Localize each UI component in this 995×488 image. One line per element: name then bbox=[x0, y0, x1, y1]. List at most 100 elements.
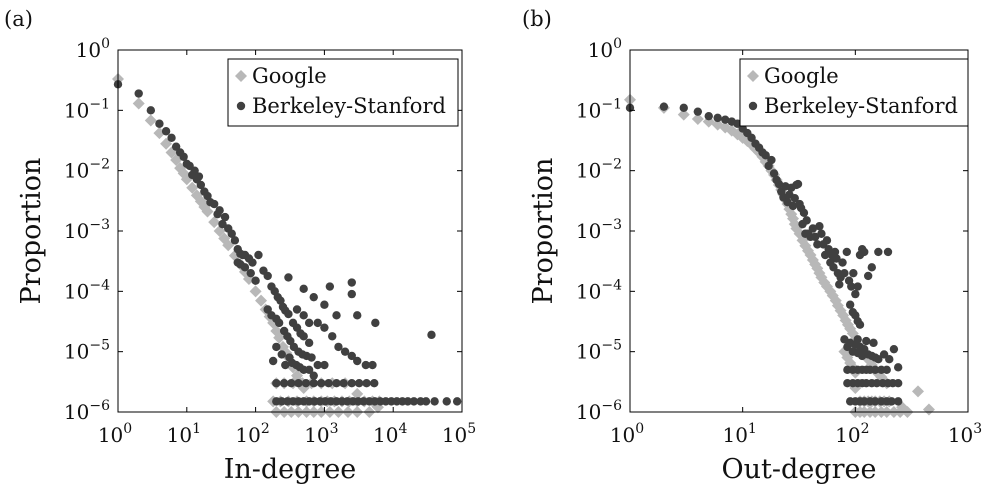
berkeley-stanford-point-62 bbox=[851, 289, 860, 299]
panel-b-marks bbox=[624, 93, 935, 418]
berkeley-stanford-point-17 bbox=[767, 155, 776, 165]
panel-a-ticks: 100 101 102 103 104 105 10−6 10−5 10−4 10−3 10−2 10… bbox=[64, 36, 476, 447]
google-point-3 bbox=[691, 112, 704, 125]
x-tick-label-3: 103 bbox=[304, 421, 338, 447]
berkeley-stanford-point-113 bbox=[362, 379, 371, 388]
berkeley-stanford-point-36 bbox=[802, 216, 811, 225]
panel-a-legend-google-marker bbox=[235, 70, 247, 82]
x-tick-label-2: 102 bbox=[235, 421, 269, 447]
berkeley-stanford-point-102 bbox=[279, 379, 289, 388]
berkeley-stanford-point-143 bbox=[430, 397, 439, 406]
berkeley-stanford-point-5 bbox=[167, 133, 176, 143]
panel-a-x-axis-label: In-degree bbox=[224, 454, 357, 485]
x-tick-label-3: 103 bbox=[948, 421, 982, 447]
berkeley-stanford-point-39 bbox=[808, 224, 818, 233]
berkeley-stanford-point-6 bbox=[721, 115, 730, 124]
berkeley-stanford-point-38 bbox=[254, 250, 263, 260]
berkeley-stanford-point-144 bbox=[442, 397, 451, 406]
y-tick-label-0: 10−6 bbox=[576, 398, 622, 424]
y-tick-label-3: 10−3 bbox=[576, 217, 622, 243]
berkeley-stanford-point-109 bbox=[332, 379, 341, 388]
google-point-10 bbox=[186, 181, 199, 194]
google-point-23 bbox=[249, 285, 262, 298]
berkeley-stanford-point-32 bbox=[248, 258, 257, 267]
y-tick-label-5: 10−1 bbox=[576, 96, 622, 122]
berkeley-stanford-point-3 bbox=[693, 107, 703, 116]
panel-b-y-axis-label: Proportion bbox=[528, 158, 559, 305]
google-point-1 bbox=[132, 97, 145, 110]
berkeley-stanford-point-114 bbox=[370, 379, 379, 388]
berkeley-stanford-point-80 bbox=[304, 318, 314, 328]
berkeley-stanford-point-12 bbox=[190, 166, 199, 175]
berkeley-stanford-point-36 bbox=[246, 268, 255, 278]
google-point-14 bbox=[201, 205, 214, 218]
berkeley-stanford-point-40 bbox=[810, 232, 820, 242]
berkeley-stanford-point-67 bbox=[863, 271, 873, 281]
berkeley-stanford-point-44 bbox=[276, 296, 285, 305]
berkeley-stanford-point-92 bbox=[893, 363, 903, 372]
x-tick-label-1: 101 bbox=[722, 421, 756, 447]
berkeley-stanford-point-94 bbox=[862, 336, 871, 346]
y-tick-label-5: 10−1 bbox=[64, 96, 110, 122]
berkeley-stanford-point-21 bbox=[215, 206, 224, 215]
berkeley-stanford-point-28 bbox=[790, 193, 799, 203]
x-tick-label-4: 104 bbox=[373, 421, 407, 447]
x-tick-label-0: 100 bbox=[98, 421, 132, 447]
berkeley-stanford-point-8 bbox=[179, 152, 188, 161]
berkeley-stanford-point-34 bbox=[799, 208, 809, 218]
berkeley-stanford-point-91 bbox=[325, 282, 335, 291]
x-tick-label-5: 105 bbox=[442, 421, 476, 447]
y-tick-label-2: 10−4 bbox=[576, 277, 622, 303]
berkeley-stanford-point-88 bbox=[874, 355, 883, 364]
berkeley-stanford-point-87 bbox=[353, 356, 362, 366]
berkeley-stanford-point-97 bbox=[353, 311, 362, 320]
y-tick-label-3: 10−3 bbox=[64, 217, 110, 243]
berkeley-stanford-point-61 bbox=[849, 268, 858, 278]
berkeley-stanford-point-81 bbox=[313, 318, 322, 328]
panel-b-legend-berkeley-marker bbox=[748, 101, 758, 111]
berkeley-stanford-point-82 bbox=[320, 323, 329, 332]
panel-a-marks bbox=[112, 73, 462, 418]
berkeley-stanford-point-1 bbox=[659, 102, 669, 111]
berkeley-stanford-point-37 bbox=[251, 276, 260, 285]
berkeley-stanford-point-71 bbox=[845, 300, 855, 309]
berkeley-stanford-point-68 bbox=[874, 247, 883, 257]
y-tick-label-6: 100 bbox=[588, 36, 622, 62]
berkeley-stanford-point-20 bbox=[774, 179, 784, 189]
berkeley-stanford-point-56 bbox=[838, 258, 847, 267]
berkeley-stanford-point-51 bbox=[830, 247, 840, 257]
berkeley-stanford-point-47 bbox=[284, 309, 293, 319]
berkeley-stanford-point-65 bbox=[313, 360, 322, 370]
berkeley-stanford-point-108 bbox=[324, 379, 333, 388]
google-point-6 bbox=[170, 154, 183, 167]
berkeley-stanford-point-14 bbox=[194, 172, 204, 181]
berkeley-stanford-point-25 bbox=[227, 229, 236, 238]
berkeley-stanford-point-60 bbox=[847, 282, 856, 291]
panel-a-legend: Google Berkeley-Stanford bbox=[227, 58, 459, 127]
berkeley-stanford-point-1 bbox=[134, 89, 143, 98]
berkeley-stanford-point-19 bbox=[209, 199, 219, 209]
y-tick-label-4: 10−2 bbox=[64, 157, 110, 183]
berkeley-stanford-point-69 bbox=[277, 350, 286, 359]
berkeley-stanford-point-43 bbox=[817, 229, 826, 238]
google-point-87 bbox=[912, 385, 925, 398]
berkeley-stanford-point-86 bbox=[347, 351, 356, 361]
y-tick-label-4: 10−2 bbox=[576, 157, 622, 183]
panel-label-a: (a) bbox=[4, 7, 33, 31]
y-tick-label-6: 100 bbox=[76, 36, 110, 62]
berkeley-stanford-point-30 bbox=[793, 179, 803, 189]
panel-a-legend-box bbox=[227, 58, 459, 127]
google-point-6 bbox=[719, 121, 732, 134]
berkeley-stanford-point-131 bbox=[359, 397, 368, 406]
berkeley-stanford-point-111 bbox=[872, 379, 881, 388]
berkeley-stanford-point-88 bbox=[361, 360, 371, 370]
berkeley-stanford-point-75 bbox=[855, 320, 865, 329]
berkeley-stanford-point-110 bbox=[339, 379, 348, 388]
panel-b-legend-box bbox=[739, 58, 969, 127]
berkeley-stanford-point-94 bbox=[299, 284, 308, 294]
berkeley-stanford-point-63 bbox=[853, 282, 862, 291]
y-tick-label-1: 10−5 bbox=[64, 338, 110, 364]
x-tick-label-1: 101 bbox=[167, 421, 201, 447]
berkeley-stanford-point-52 bbox=[304, 338, 314, 348]
berkeley-stanford-point-89 bbox=[368, 360, 377, 370]
